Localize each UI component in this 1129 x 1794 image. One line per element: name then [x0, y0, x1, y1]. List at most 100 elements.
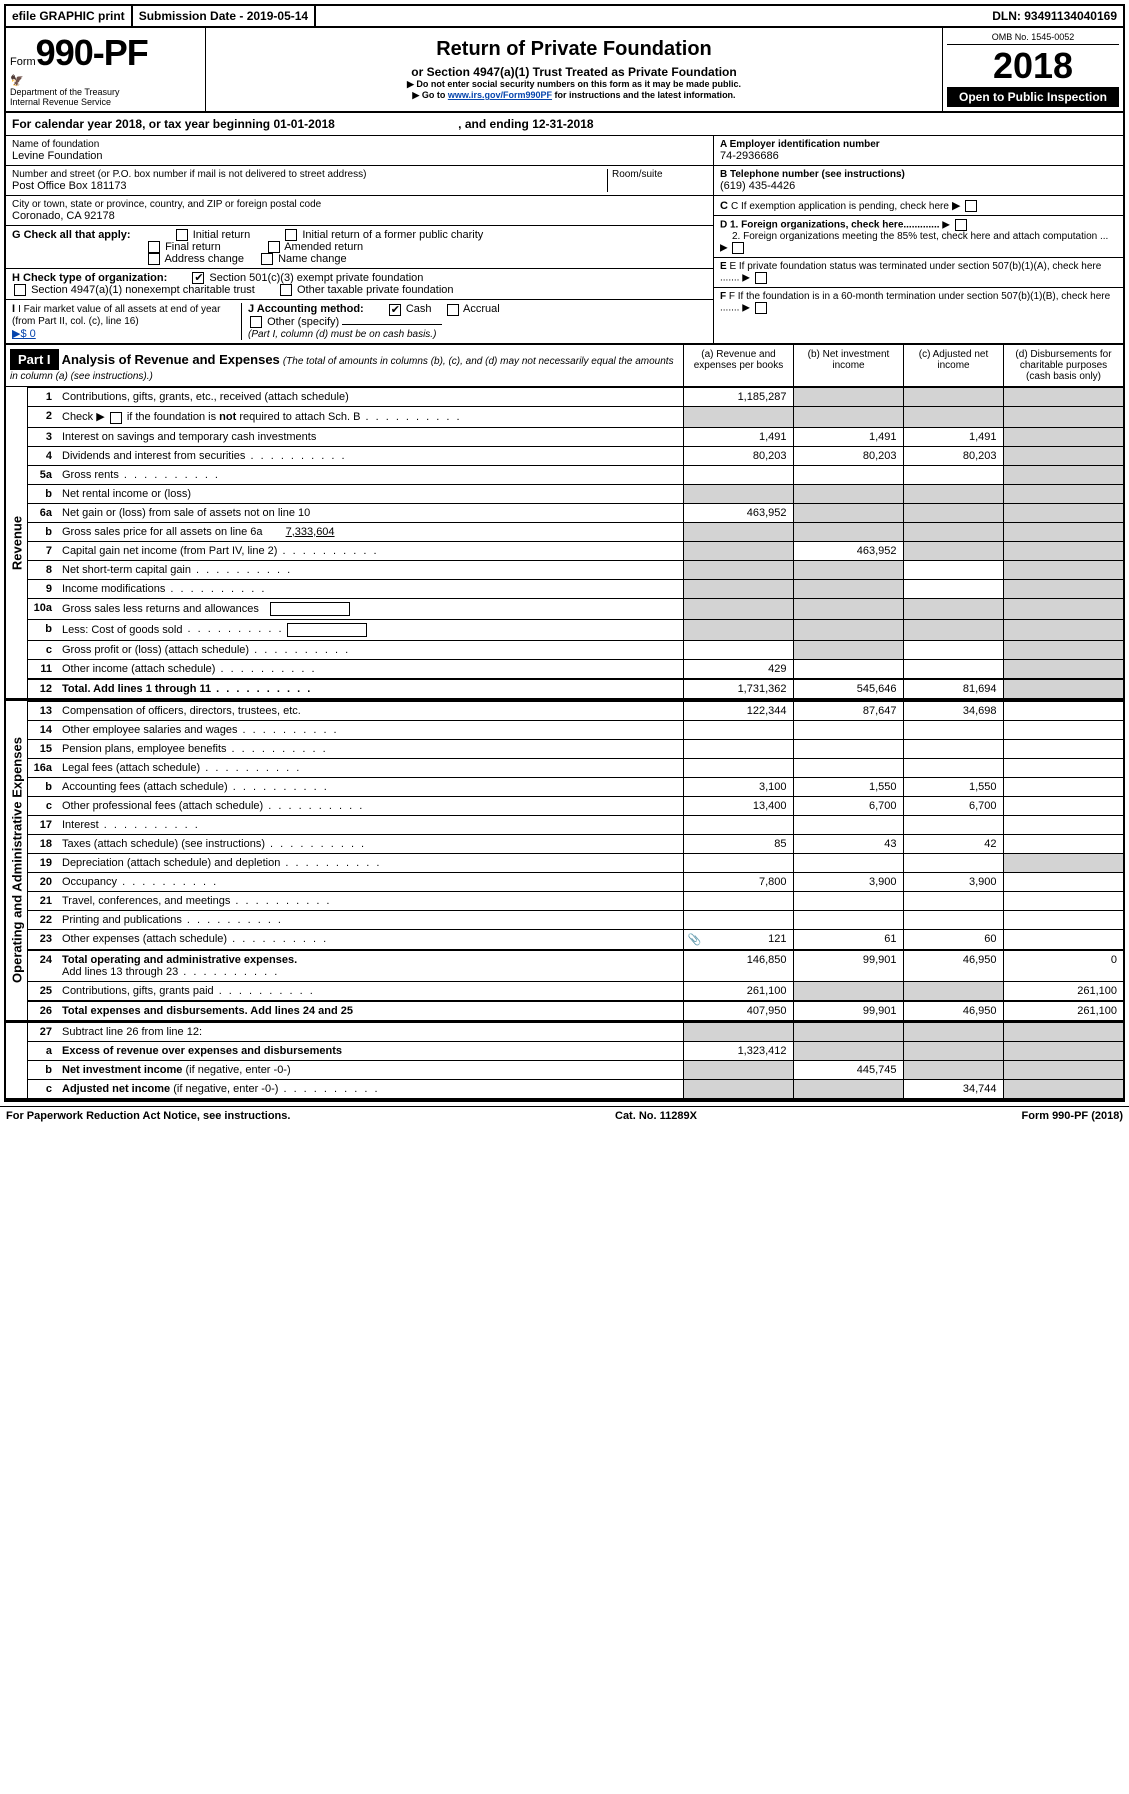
- ssn-warning: ▶ Do not enter social security numbers o…: [212, 79, 936, 90]
- expenses-section: Operating and Administrative Expenses 13…: [6, 699, 1123, 1021]
- room-label: Room/suite: [612, 169, 707, 180]
- line27-section: 27Subtract line 26 from line 12: aExcess…: [6, 1021, 1123, 1100]
- line-21: 21Travel, conferences, and meetings: [28, 891, 1123, 910]
- line-17: 17Interest: [28, 815, 1123, 834]
- other-method-checkbox[interactable]: [250, 316, 262, 328]
- 60month-checkbox[interactable]: [755, 302, 767, 314]
- f-section: F F If the foundation is in a 60-month t…: [714, 288, 1123, 317]
- initial-return-checkbox[interactable]: [176, 229, 188, 241]
- amended-return-checkbox[interactable]: [268, 241, 280, 253]
- line-4: 4Dividends and interest from securities8…: [28, 446, 1123, 465]
- line-19: 19Depreciation (attach schedule) and dep…: [28, 853, 1123, 872]
- instructions-link[interactable]: www.irs.gov/Form990PF: [448, 90, 552, 100]
- line-9: 9Income modifications: [28, 579, 1123, 598]
- revenue-section: Revenue 1Contributions, gifts, grants, e…: [6, 387, 1123, 698]
- line-18: 18Taxes (attach schedule) (see instructi…: [28, 834, 1123, 853]
- calendar-year-line: For calendar year 2018, or tax year begi…: [6, 113, 1123, 136]
- tax-year: 2018: [947, 45, 1119, 87]
- line-10c: cGross profit or (loss) (attach schedule…: [28, 640, 1123, 659]
- exemption-pending-checkbox[interactable]: [965, 200, 977, 212]
- line-26: 26Total expenses and disbursements. Add …: [28, 1001, 1123, 1020]
- fmv-value: ▶$ 0: [12, 328, 36, 340]
- line-5b: bNet rental income or (loss): [28, 484, 1123, 503]
- line-24: 24Total operating and administrative exp…: [28, 950, 1123, 982]
- 4947a1-checkbox[interactable]: [14, 284, 26, 296]
- telephone: (619) 435-4426: [720, 180, 1117, 192]
- form-header: Form990-PF 🦅 Department of the Treasury …: [6, 28, 1123, 113]
- final-return-checkbox[interactable]: [148, 241, 160, 253]
- d-section: D 1. Foreign organizations, check here..…: [714, 216, 1123, 258]
- city-label: City or town, state or province, country…: [12, 199, 707, 210]
- line-27a: aExcess of revenue over expenses and dis…: [28, 1041, 1123, 1060]
- line-10b: bLess: Cost of goods sold: [28, 619, 1123, 640]
- accrual-checkbox[interactable]: [447, 304, 459, 316]
- dln: DLN: 93491134040169: [986, 6, 1123, 26]
- col-d-header: (d) Disbursements for charitable purpose…: [1003, 345, 1123, 386]
- line-14: 14Other employee salaries and wages: [28, 720, 1123, 739]
- line-22: 22Printing and publications: [28, 910, 1123, 929]
- c-section: C C If exemption application is pending,…: [714, 196, 1123, 216]
- name-label: Name of foundation: [12, 139, 707, 150]
- line-6a: 6aNet gain or (loss) from sale of assets…: [28, 503, 1123, 522]
- omb-number: OMB No. 1545-0052: [947, 32, 1119, 45]
- attachment-icon[interactable]: 📎: [688, 933, 702, 946]
- line-25: 25Contributions, gifts, grants paid261,1…: [28, 981, 1123, 1001]
- line-3: 3Interest on savings and temporary cash …: [28, 427, 1123, 446]
- h-section: H Check type of organization: Section 50…: [6, 269, 713, 300]
- address-label: Number and street (or P.O. box number if…: [12, 169, 607, 180]
- line-8: 8Net short-term capital gain: [28, 560, 1123, 579]
- line-27c: cAdjusted net income (if negative, enter…: [28, 1079, 1123, 1098]
- line-12: 12Total. Add lines 1 through 111,731,362…: [28, 679, 1123, 698]
- form-ref: Form 990-PF (2018): [1022, 1110, 1124, 1122]
- part1-label: Part I: [10, 349, 59, 370]
- j-section: J Accounting method: Cash Accrual Other …: [242, 303, 707, 340]
- open-to-public: Open to Public Inspection: [947, 87, 1119, 107]
- ein-label: A Employer identification number: [720, 139, 1117, 150]
- tel-label: B Telephone number (see instructions): [720, 169, 1117, 180]
- schb-checkbox[interactable]: [110, 412, 122, 424]
- foreign-org-checkbox[interactable]: [955, 219, 967, 231]
- submission-date: Submission Date - 2019-05-14: [133, 6, 316, 26]
- other-taxable-checkbox[interactable]: [280, 284, 292, 296]
- revenue-side-label: Revenue: [6, 387, 28, 697]
- line-20: 20Occupancy7,8003,9003,900: [28, 872, 1123, 891]
- status-terminated-checkbox[interactable]: [755, 272, 767, 284]
- cat-number: Cat. No. 11289X: [615, 1110, 697, 1122]
- expenses-table: 13Compensation of officers, directors, t…: [28, 701, 1123, 1020]
- dept-label: Department of the Treasury: [10, 87, 201, 97]
- form-container: efile GRAPHIC print Submission Date - 20…: [4, 4, 1125, 1102]
- foreign-85-checkbox[interactable]: [732, 242, 744, 254]
- irs-label: Internal Revenue Service: [10, 97, 201, 107]
- line-23: 23Other expenses (attach schedule)📎12161…: [28, 929, 1123, 950]
- line-11: 11Other income (attach schedule)429: [28, 659, 1123, 679]
- revenue-table: 1Contributions, gifts, grants, etc., rec…: [28, 387, 1123, 697]
- col-b-header: (b) Net investment income: [793, 345, 903, 386]
- line-16b: bAccounting fees (attach schedule)3,1001…: [28, 777, 1123, 796]
- cash-checkbox[interactable]: [389, 304, 401, 316]
- address-change-checkbox[interactable]: [148, 253, 160, 265]
- form-title: Return of Private Foundation: [212, 38, 936, 61]
- city: Coronado, CA 92178: [12, 210, 707, 222]
- i-section: I I Fair market value of all assets at e…: [12, 303, 242, 340]
- line-16c: cOther professional fees (attach schedul…: [28, 796, 1123, 815]
- 501c3-checkbox[interactable]: [192, 272, 204, 284]
- initial-return-former-checkbox[interactable]: [285, 229, 297, 241]
- e-section: E E If private foundation status was ter…: [714, 258, 1123, 288]
- col-a-header: (a) Revenue and expenses per books: [683, 345, 793, 386]
- col-c-header: (c) Adjusted net income: [903, 345, 1003, 386]
- ein: 74-2936686: [720, 150, 1117, 162]
- irs-eagle-icon: 🦅: [10, 74, 201, 87]
- line-6b: bGross sales price for all assets on lin…: [28, 522, 1123, 541]
- paperwork-notice: For Paperwork Reduction Act Notice, see …: [6, 1110, 290, 1122]
- line-27: 27Subtract line 26 from line 12:: [28, 1023, 1123, 1042]
- line-1: 1Contributions, gifts, grants, etc., rec…: [28, 388, 1123, 407]
- address: Post Office Box 181173: [12, 180, 607, 192]
- line-5a: 5aGross rents: [28, 465, 1123, 484]
- form-number: Form990-PF: [10, 32, 201, 74]
- instructions-note: ▶ Go to www.irs.gov/Form990PF for instru…: [212, 90, 936, 101]
- efile-print-button[interactable]: efile GRAPHIC print: [6, 6, 133, 26]
- part1-header: Part I Analysis of Revenue and Expenses …: [6, 343, 1123, 387]
- line-13: 13Compensation of officers, directors, t…: [28, 701, 1123, 720]
- line-16a: 16aLegal fees (attach schedule): [28, 758, 1123, 777]
- name-change-checkbox[interactable]: [261, 253, 273, 265]
